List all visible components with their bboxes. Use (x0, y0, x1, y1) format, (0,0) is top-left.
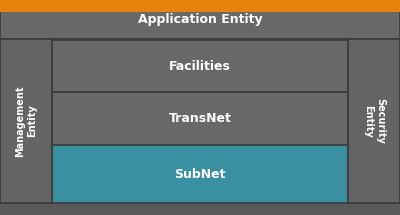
Bar (348, 39, 400, 203)
Bar (52, 145, 348, 203)
Text: TransNet: TransNet (168, 112, 232, 125)
Bar (0, 39, 52, 203)
Bar (0, 0, 400, 39)
Bar (52, 92, 348, 145)
Text: SubNet: SubNet (174, 168, 226, 181)
Text: Security
Entity: Security Entity (363, 98, 385, 144)
Text: Facilities: Facilities (169, 60, 231, 73)
Text: Management
Entity: Management Entity (15, 85, 37, 157)
Text: Application Entity: Application Entity (138, 13, 262, 26)
Bar (52, 40, 348, 92)
Bar (0, 0, 400, 12)
